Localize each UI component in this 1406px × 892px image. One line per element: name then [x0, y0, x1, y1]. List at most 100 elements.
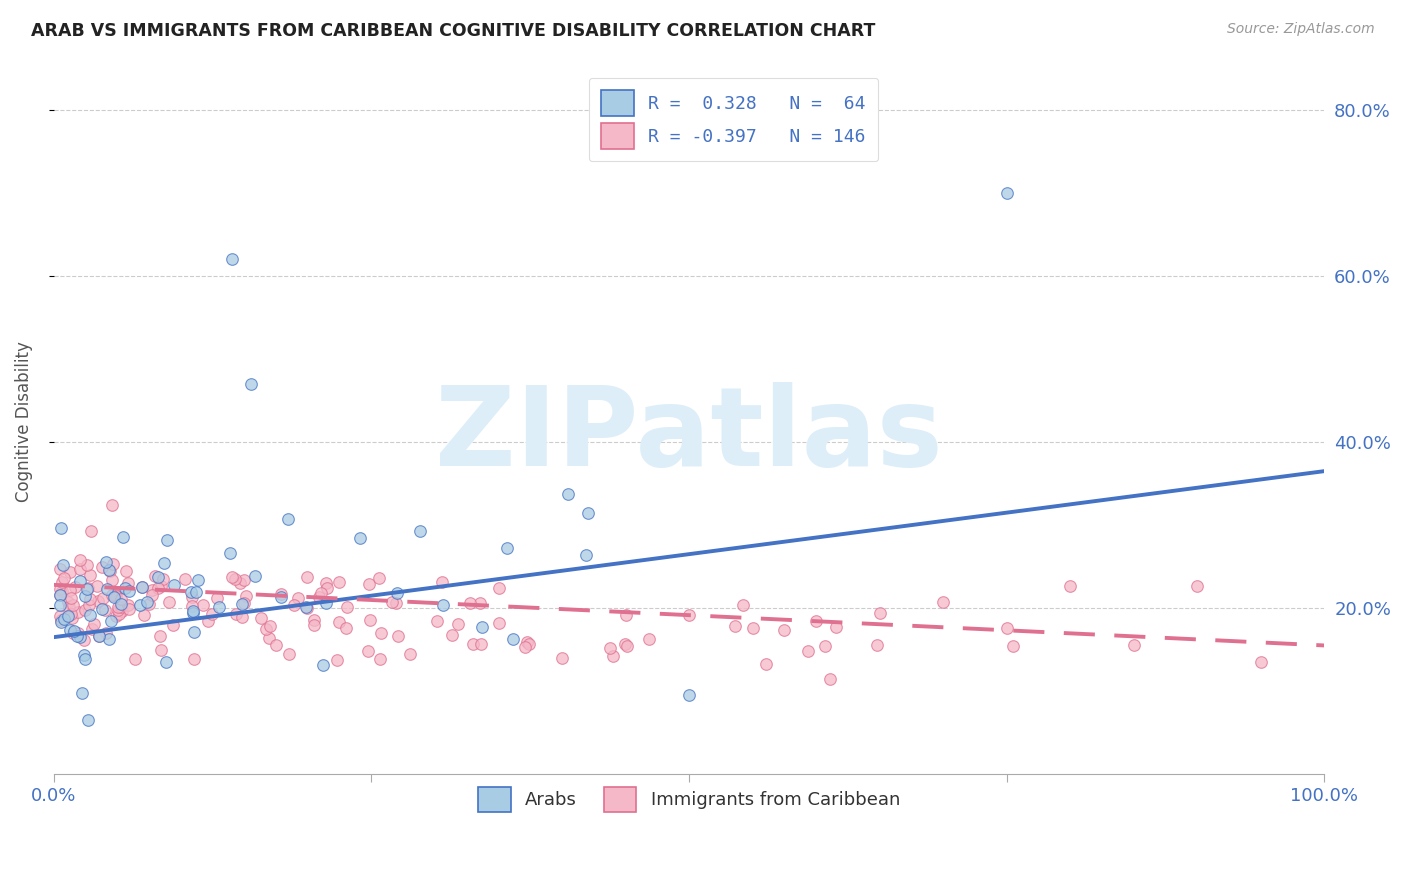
Point: [328, 615, 350, 629]
Point: [678, 608, 700, 623]
Point: [551, 651, 574, 665]
Point: [69, 562, 91, 576]
Point: [157, 594, 180, 608]
Point: [135, 595, 157, 609]
Point: [731, 598, 754, 612]
Point: [440, 628, 463, 642]
Y-axis label: Cognitive Disability: Cognitive Disability: [15, 341, 32, 502]
Point: [73, 633, 96, 648]
Point: [53, 612, 76, 626]
Point: [349, 532, 371, 546]
Point: [49, 588, 72, 602]
Point: [359, 613, 381, 627]
Point: [62, 624, 84, 639]
Point: [49, 582, 72, 596]
Point: [58, 600, 80, 615]
Point: [149, 629, 172, 643]
Point: [76, 582, 98, 596]
Point: [193, 598, 215, 612]
Point: [432, 598, 454, 612]
Point: [80, 622, 103, 636]
Point: [149, 579, 172, 593]
Point: [468, 596, 491, 610]
Point: [277, 647, 299, 661]
Point: [107, 600, 129, 615]
Point: [62, 599, 84, 613]
Point: [98, 565, 121, 579]
Point: [94, 626, 117, 640]
Point: [83, 616, 105, 631]
Point: [197, 614, 219, 628]
Point: [224, 573, 246, 587]
Point: [132, 607, 155, 622]
Point: [576, 506, 599, 520]
Point: [80, 524, 103, 538]
Point: [814, 639, 837, 653]
Point: [76, 713, 98, 727]
Point: [114, 564, 136, 578]
Point: [328, 574, 350, 589]
Point: [69, 630, 91, 644]
Point: [575, 548, 598, 562]
Point: [359, 577, 381, 591]
Point: [1002, 639, 1025, 653]
Point: [312, 658, 335, 673]
Point: [820, 673, 842, 687]
Point: [76, 582, 98, 597]
Point: [181, 604, 204, 618]
Point: [225, 607, 247, 622]
Point: [308, 591, 330, 605]
Point: [162, 618, 184, 632]
Point: [243, 568, 266, 582]
Point: [517, 637, 540, 651]
Point: [218, 546, 240, 560]
Point: [91, 559, 114, 574]
Point: [995, 621, 1018, 635]
Point: [335, 621, 357, 635]
Point: [73, 651, 96, 665]
Point: [75, 602, 97, 616]
Text: ARAB VS IMMIGRANTS FROM CARIBBEAN COGNITIVE DISABILITY CORRELATION CHART: ARAB VS IMMIGRANTS FROM CARIBBEAN COGNIT…: [31, 22, 876, 40]
Point: [381, 595, 404, 609]
Point: [430, 574, 453, 589]
Point: [638, 632, 661, 646]
Point: [153, 557, 176, 571]
Point: [277, 511, 299, 525]
Point: [249, 611, 271, 625]
Point: [59, 582, 82, 597]
Point: [94, 603, 117, 617]
Point: [231, 597, 253, 611]
Legend: Arabs, Immigrants from Caribbean: Arabs, Immigrants from Caribbean: [465, 774, 912, 825]
Point: [315, 575, 337, 590]
Point: [117, 576, 139, 591]
Point: [62, 625, 84, 640]
Point: [104, 608, 127, 623]
Point: [229, 575, 252, 590]
Point: [869, 607, 891, 621]
Point: [221, 252, 243, 267]
Point: [129, 598, 152, 612]
Point: [49, 599, 72, 613]
Point: [304, 618, 326, 632]
Point: [73, 589, 96, 603]
Point: [79, 591, 101, 606]
Point: [100, 615, 122, 629]
Point: [797, 644, 820, 658]
Point: [63, 580, 86, 594]
Point: [143, 569, 166, 583]
Point: [368, 652, 391, 666]
Point: [174, 573, 197, 587]
Point: [304, 613, 326, 627]
Point: [52, 571, 75, 585]
Point: [231, 610, 253, 624]
Point: [107, 607, 129, 621]
Point: [995, 186, 1018, 200]
Point: [264, 638, 287, 652]
Point: [98, 563, 121, 577]
Point: [149, 642, 172, 657]
Point: [51, 583, 73, 598]
Point: [232, 573, 254, 587]
Point: [461, 636, 484, 650]
Point: [270, 587, 292, 601]
Point: [1059, 579, 1081, 593]
